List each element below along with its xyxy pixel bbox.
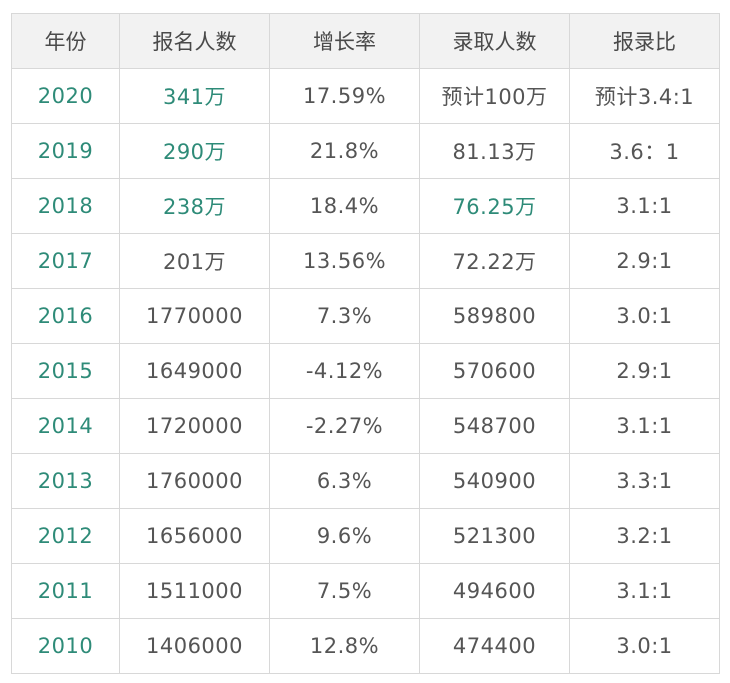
cell-growth-rate: 7.5% (269, 563, 420, 619)
table-row: 2018 238万 18.4% 76.25万 3.1:1 (11, 178, 720, 234)
header-growth-rate: 增长率 (269, 13, 420, 69)
data-table: 年份 报名人数 增长率 录取人数 报录比 2020 341万 17.59% 预计100… (11, 13, 720, 674)
cell-growth-rate: -4.12% (269, 343, 420, 399)
cell-growth-rate: -2.27% (269, 398, 420, 454)
cell-year: 2016 (11, 288, 120, 344)
header-ratio: 报录比 (569, 13, 720, 69)
cell-year: 2010 (11, 618, 120, 674)
cell-year: 2012 (11, 508, 120, 564)
cell-admitted: 76.25万 (419, 178, 570, 234)
cell-ratio: 3.2:1 (569, 508, 720, 564)
cell-admitted: 589800 (419, 288, 570, 344)
cell-admitted: 548700 (419, 398, 570, 454)
cell-ratio: 3.1:1 (569, 398, 720, 454)
cell-year: 2015 (11, 343, 120, 399)
cell-applicants: 201万 (119, 233, 270, 289)
cell-applicants: 238万 (119, 178, 270, 234)
cell-ratio: 3.0:1 (569, 618, 720, 674)
cell-year: 2017 (11, 233, 120, 289)
cell-ratio: 3.1:1 (569, 563, 720, 619)
cell-ratio: 3.3:1 (569, 453, 720, 509)
table-row: 2012 1656000 9.6% 521300 3.2:1 (11, 508, 720, 564)
cell-admitted: 72.22万 (419, 233, 570, 289)
cell-applicants: 341万 (119, 68, 270, 124)
cell-applicants: 290万 (119, 123, 270, 179)
cell-applicants: 1760000 (119, 453, 270, 509)
cell-year: 2013 (11, 453, 120, 509)
cell-admitted: 521300 (419, 508, 570, 564)
table-row: 2020 341万 17.59% 预计100万 预计3.4:1 (11, 68, 720, 124)
cell-growth-rate: 9.6% (269, 508, 420, 564)
cell-growth-rate: 13.56% (269, 233, 420, 289)
header-admitted: 录取人数 (419, 13, 570, 69)
cell-year: 2014 (11, 398, 120, 454)
table-row: 2017 201万 13.56% 72.22万 2.9:1 (11, 233, 720, 289)
cell-admitted: 494600 (419, 563, 570, 619)
header-applicants: 报名人数 (119, 13, 270, 69)
cell-admitted: 81.13万 (419, 123, 570, 179)
table-body: 2020 341万 17.59% 预计100万 预计3.4:1 2019 290万 21.8%… (11, 68, 720, 674)
cell-applicants: 1406000 (119, 618, 270, 674)
cell-applicants: 1656000 (119, 508, 270, 564)
cell-ratio: 2.9:1 (569, 343, 720, 399)
table-row: 2011 1511000 7.5% 494600 3.1:1 (11, 563, 720, 619)
cell-growth-rate: 17.59% (269, 68, 420, 124)
cell-applicants: 1511000 (119, 563, 270, 619)
table-row: 2015 1649000 -4.12% 570600 2.9:1 (11, 343, 720, 399)
cell-admitted: 预计100万 (419, 68, 570, 124)
cell-applicants: 1770000 (119, 288, 270, 344)
table-row: 2019 290万 21.8% 81.13万 3.6：1 (11, 123, 720, 179)
cell-admitted: 474400 (419, 618, 570, 674)
cell-ratio: 3.0:1 (569, 288, 720, 344)
cell-growth-rate: 18.4% (269, 178, 420, 234)
table-row: 2010 1406000 12.8% 474400 3.0:1 (11, 618, 720, 674)
table-row: 2013 1760000 6.3% 540900 3.3:1 (11, 453, 720, 509)
table-header: 年份 报名人数 增长率 录取人数 报录比 (11, 13, 720, 69)
cell-ratio: 3.1:1 (569, 178, 720, 234)
cell-growth-rate: 7.3% (269, 288, 420, 344)
cell-ratio: 预计3.4:1 (569, 68, 720, 124)
table-row: 2014 1720000 -2.27% 548700 3.1:1 (11, 398, 720, 454)
cell-year: 2020 (11, 68, 120, 124)
data-table-container: 年份 报名人数 增长率 录取人数 报录比 2020 341万 17.59% 预计100… (11, 13, 720, 674)
cell-admitted: 570600 (419, 343, 570, 399)
table-row: 2016 1770000 7.3% 589800 3.0:1 (11, 288, 720, 344)
header-year: 年份 (11, 13, 120, 69)
cell-admitted: 540900 (419, 453, 570, 509)
cell-applicants: 1649000 (119, 343, 270, 399)
cell-growth-rate: 21.8% (269, 123, 420, 179)
cell-year: 2019 (11, 123, 120, 179)
cell-year: 2018 (11, 178, 120, 234)
cell-applicants: 1720000 (119, 398, 270, 454)
header-row: 年份 报名人数 增长率 录取人数 报录比 (11, 13, 720, 69)
cell-ratio: 2.9:1 (569, 233, 720, 289)
cell-growth-rate: 6.3% (269, 453, 420, 509)
cell-ratio: 3.6：1 (569, 123, 720, 179)
cell-year: 2011 (11, 563, 120, 619)
cell-growth-rate: 12.8% (269, 618, 420, 674)
